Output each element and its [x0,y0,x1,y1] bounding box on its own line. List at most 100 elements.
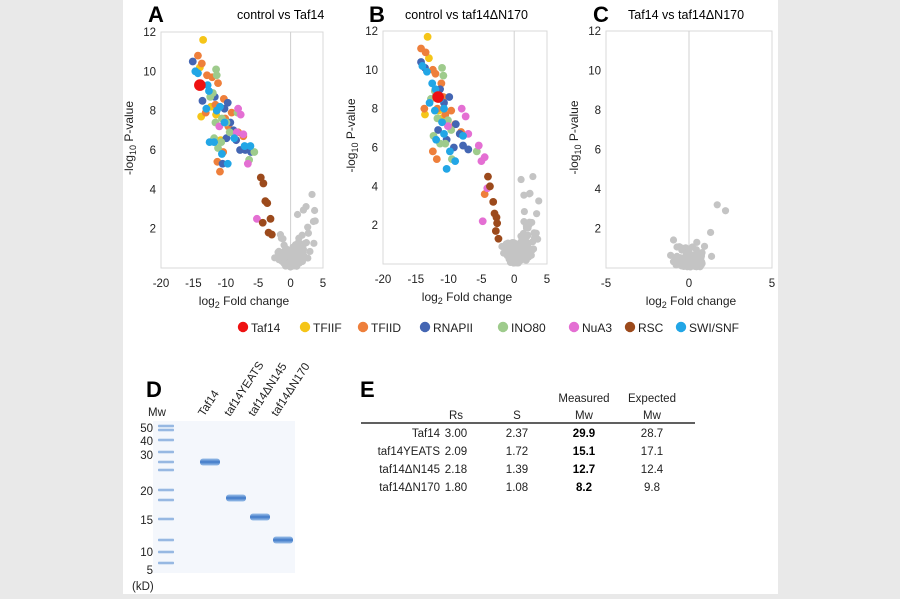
point-swi-snf [203,81,212,89]
protein-name: Taf14 [412,428,441,440]
expected-mw-value: 9.8 [644,482,660,494]
table-row: taf14YEATS 2.09 1.72 15.1 17.1 [378,446,664,458]
point-ino80 [214,144,222,152]
plot-area-b: 2 4 6 8 10 12 -20 -15 -10 -5 0 5 log2 Fold change -lo… [344,26,550,306]
x-tick-label: -20 [153,278,170,290]
background-protein-point [695,249,703,257]
legend-item-rsc: RSC [624,321,664,335]
point-swi-snf [440,104,448,113]
point-tfiif [199,35,208,44]
ladder-band [158,460,174,464]
point-tfiid [421,48,430,57]
point-ino80 [212,71,221,80]
point-ino80 [444,116,452,125]
ladder-band [158,424,174,428]
background-protein-point [281,251,289,259]
background-protein-point [520,207,528,216]
plot-title-b: control vs taf14ΔN170 [405,8,528,22]
y-tick-label: 2 [595,224,601,236]
point-rsc [494,234,503,243]
point-swi-snf [202,104,211,113]
background-protein-point [276,231,285,239]
ladder-band [158,561,174,565]
legend-item-tfiid: TFIID [357,321,401,335]
point-nua3 [478,217,487,226]
measured-mw-value: 8.2 [576,482,592,494]
legend-label: RNAPII [433,321,473,335]
volcano-plot-b: B control vs taf14ΔN170 2 4 6 8 10 12 -20 -15 -1… [344,2,550,306]
panel-letter-c: C [593,2,609,27]
point-rsc [266,214,275,223]
point-swi-snf [418,62,427,70]
point-swi-snf [423,67,431,76]
legend-swatch [237,321,249,333]
background-protein-point [294,252,302,260]
point-swi-snf [440,130,448,138]
point-rsc [486,182,494,191]
legend-item-nua3: NuA3 [568,321,612,335]
background-protein-point [533,210,541,218]
panel-letter-b: B [369,2,385,27]
point-rnapii [434,126,443,134]
point-tfiid [480,190,489,199]
measured-mw-value: 29.9 [573,428,595,440]
marker-label: 30 [140,450,153,462]
protein-name: taf14ΔN145 [379,464,440,476]
plot-title-c: Taf14 vs taf14ΔN170 [628,8,744,22]
point-swi-snf [432,135,441,144]
background-protein-point [680,253,688,262]
point-swi-snf [430,106,439,115]
plot-frame [160,31,324,269]
y-tick-label: 10 [143,66,156,78]
point-nua3 [234,104,243,113]
legend-label: INO80 [511,321,546,335]
point-ino80 [439,71,448,80]
point-rsc [263,199,272,208]
point-tfiid [441,110,450,119]
figure-canvas: A control vs Taf14 2 4 6 8 10 12 -20 -15 -10 -5 0 5… [122,2,775,593]
rs-value: 2.09 [445,446,467,458]
point-tfiid [428,147,437,156]
s-value: 1.72 [506,446,528,458]
y-tick-label: 6 [372,143,378,155]
background-protein-point [675,243,683,251]
point-swi-snf [428,79,437,88]
header-expected: Expected [628,393,676,405]
point-nua3 [457,104,466,113]
table-row: taf14ΔN145 2.18 1.39 12.7 12.4 [379,464,664,476]
point-tfiid [197,59,206,68]
point-rsc [258,218,267,227]
lane-label: Taf14 [196,388,222,419]
background-protein-point [667,251,675,259]
y-tick-label: 4 [372,181,379,193]
rs-value: 3.00 [445,428,467,440]
y-tick-label: 12 [365,26,378,38]
point-rsc [493,219,502,228]
legend-label: Taf14 [251,321,281,335]
y-tick-label: 8 [150,106,156,118]
ladder-band [158,438,174,442]
point-swi-snf [230,134,239,143]
background-protein-point [287,262,295,271]
protein-band [200,458,220,466]
x-tick-label: -10 [440,274,457,286]
background-protein-point [519,243,527,251]
point-nua3 [239,130,248,139]
point-nua3 [243,159,252,168]
y-axis-label: -log10 P-value [567,100,583,174]
point-taf14 [432,91,444,103]
table-row: taf14ΔN170 1.80 1.08 8.2 9.8 [379,482,660,494]
legend-item-tfiif: TFIIF [299,321,342,335]
point-swi-snf [205,138,214,147]
measured-mw-value: 15.1 [573,446,596,458]
x-tick-label: -20 [375,274,392,286]
background-protein-point [525,190,533,198]
gel-unit-label: (kD) [132,581,154,593]
point-tfiif [421,110,429,119]
marker-label: 50 [140,423,153,435]
background-protein-point [520,250,528,258]
y-tick-label: 12 [143,27,156,39]
point-swi-snf [223,159,232,168]
y-tick-label: 4 [595,184,602,196]
legend-label: NuA3 [582,321,612,335]
